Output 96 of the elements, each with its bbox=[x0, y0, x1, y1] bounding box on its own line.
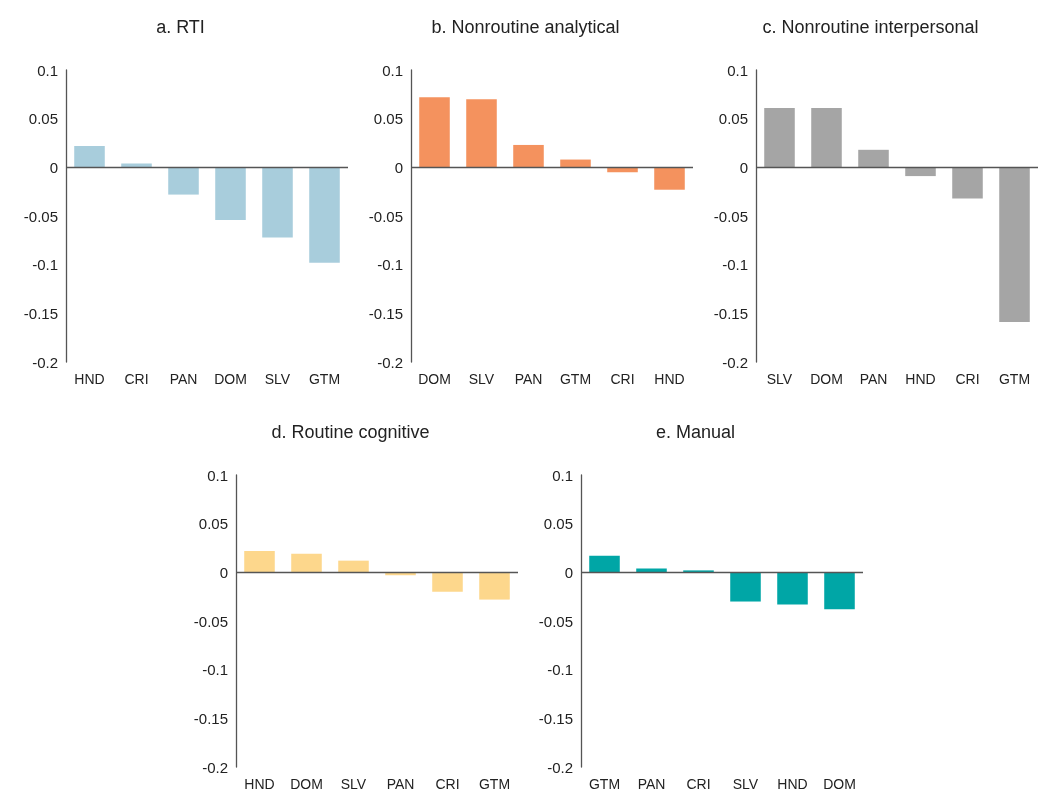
chart-title: d. Routine cognitive bbox=[271, 422, 430, 442]
bar bbox=[777, 572, 808, 605]
bar bbox=[811, 107, 842, 168]
x-tick-label: SLV bbox=[766, 371, 793, 387]
y-tick-label: -0.05 bbox=[538, 612, 573, 630]
bar bbox=[730, 572, 761, 602]
chart-title: b. Nonroutine analytical bbox=[431, 17, 620, 37]
x-tick-label: GTM bbox=[998, 371, 1031, 387]
bar bbox=[858, 149, 889, 168]
x-tick-label: HND bbox=[654, 371, 685, 387]
y-tick-label: 0.1 bbox=[37, 61, 58, 79]
y-tick-label: -0.15 bbox=[713, 304, 748, 322]
y-tick-label: -0.1 bbox=[377, 256, 403, 274]
y-tick-label: 0.05 bbox=[373, 110, 403, 128]
y-tick-label: 0 bbox=[394, 158, 403, 176]
y-tick-label: -0.2 bbox=[377, 353, 403, 371]
x-tick-label: DOM bbox=[418, 371, 451, 387]
x-tick-label: DOM bbox=[810, 371, 843, 387]
y-tick-label: 0.1 bbox=[382, 61, 403, 79]
bar bbox=[654, 167, 685, 190]
bar bbox=[419, 97, 450, 168]
x-tick-label: GTM bbox=[588, 776, 621, 792]
bar bbox=[291, 553, 322, 573]
bar bbox=[764, 107, 795, 168]
bar bbox=[636, 568, 667, 573]
y-tick-label: -0.05 bbox=[23, 207, 58, 225]
bar bbox=[338, 560, 369, 573]
x-tick-label: GTM bbox=[478, 776, 511, 792]
x-tick-label: DOM bbox=[214, 371, 247, 387]
x-tick-label: SLV bbox=[264, 371, 291, 387]
x-tick-label: CRI bbox=[686, 776, 711, 792]
y-tick-label: 0.1 bbox=[552, 466, 573, 484]
x-tick-label: GTM bbox=[559, 371, 592, 387]
y-tick-label: -0.05 bbox=[713, 207, 748, 225]
x-tick-label: HND bbox=[74, 371, 105, 387]
bar bbox=[168, 167, 199, 195]
y-tick-label: -0.1 bbox=[547, 661, 573, 679]
x-tick-label: CRI bbox=[435, 776, 460, 792]
bar bbox=[560, 159, 591, 168]
y-tick-label: 0.05 bbox=[28, 110, 58, 128]
x-tick-label: CRI bbox=[955, 371, 980, 387]
x-tick-label: DOM bbox=[823, 776, 856, 792]
y-tick-label: -0.15 bbox=[368, 304, 403, 322]
bar bbox=[513, 144, 544, 168]
bar bbox=[121, 163, 152, 168]
y-tick-label: -0.15 bbox=[538, 709, 573, 727]
bar bbox=[74, 145, 105, 168]
x-tick-label: PAN bbox=[386, 776, 415, 792]
bar bbox=[432, 572, 463, 592]
y-tick-label: 0.05 bbox=[543, 515, 573, 533]
bar bbox=[244, 550, 275, 573]
y-tick-label: -0.05 bbox=[193, 612, 228, 630]
y-tick-label: 0.1 bbox=[727, 61, 748, 79]
x-tick-label: SLV bbox=[732, 776, 759, 792]
bar bbox=[952, 167, 983, 199]
x-tick-label: PAN bbox=[514, 371, 543, 387]
x-tick-label: GTM bbox=[308, 371, 341, 387]
bar bbox=[262, 167, 293, 238]
chart-title: e. Manual bbox=[655, 422, 736, 442]
x-tick-label: HND bbox=[777, 776, 808, 792]
bar bbox=[309, 167, 340, 263]
x-tick-label: PAN bbox=[637, 776, 666, 792]
x-tick-label: HND bbox=[905, 371, 936, 387]
y-tick-label: -0.2 bbox=[32, 353, 58, 371]
y-tick-label: 0 bbox=[739, 158, 748, 176]
bar bbox=[999, 167, 1030, 323]
y-tick-label: -0.2 bbox=[547, 758, 573, 776]
y-tick-label: -0.1 bbox=[202, 661, 228, 679]
chart-title: c. Nonroutine interpersonal bbox=[762, 17, 979, 37]
y-tick-label: 0 bbox=[49, 158, 58, 176]
x-tick-label: DOM bbox=[290, 776, 323, 792]
bar bbox=[589, 555, 620, 573]
x-tick-label: CRI bbox=[124, 371, 149, 387]
bar bbox=[466, 99, 497, 168]
y-tick-label: -0.2 bbox=[202, 758, 228, 776]
x-tick-label: CRI bbox=[610, 371, 635, 387]
x-tick-label: PAN bbox=[169, 371, 198, 387]
bar bbox=[215, 167, 246, 220]
y-tick-label: -0.2 bbox=[722, 353, 748, 371]
bar bbox=[824, 572, 855, 610]
y-tick-label: 0.1 bbox=[207, 466, 228, 484]
y-tick-label: -0.1 bbox=[722, 256, 748, 274]
y-tick-label: 0.05 bbox=[198, 515, 228, 533]
x-tick-label: PAN bbox=[859, 371, 888, 387]
y-tick-label: -0.05 bbox=[368, 207, 403, 225]
x-tick-label: HND bbox=[244, 776, 275, 792]
chart-title: a. RTI bbox=[156, 17, 205, 37]
y-tick-label: 0 bbox=[564, 563, 573, 581]
x-tick-label: SLV bbox=[340, 776, 367, 792]
bar bbox=[479, 572, 510, 600]
y-tick-label: -0.1 bbox=[32, 256, 58, 274]
y-tick-label: -0.15 bbox=[193, 709, 228, 727]
y-tick-label: 0.05 bbox=[718, 110, 748, 128]
x-tick-label: SLV bbox=[468, 371, 495, 387]
y-tick-label: 0 bbox=[219, 563, 228, 581]
y-tick-label: -0.15 bbox=[23, 304, 58, 322]
